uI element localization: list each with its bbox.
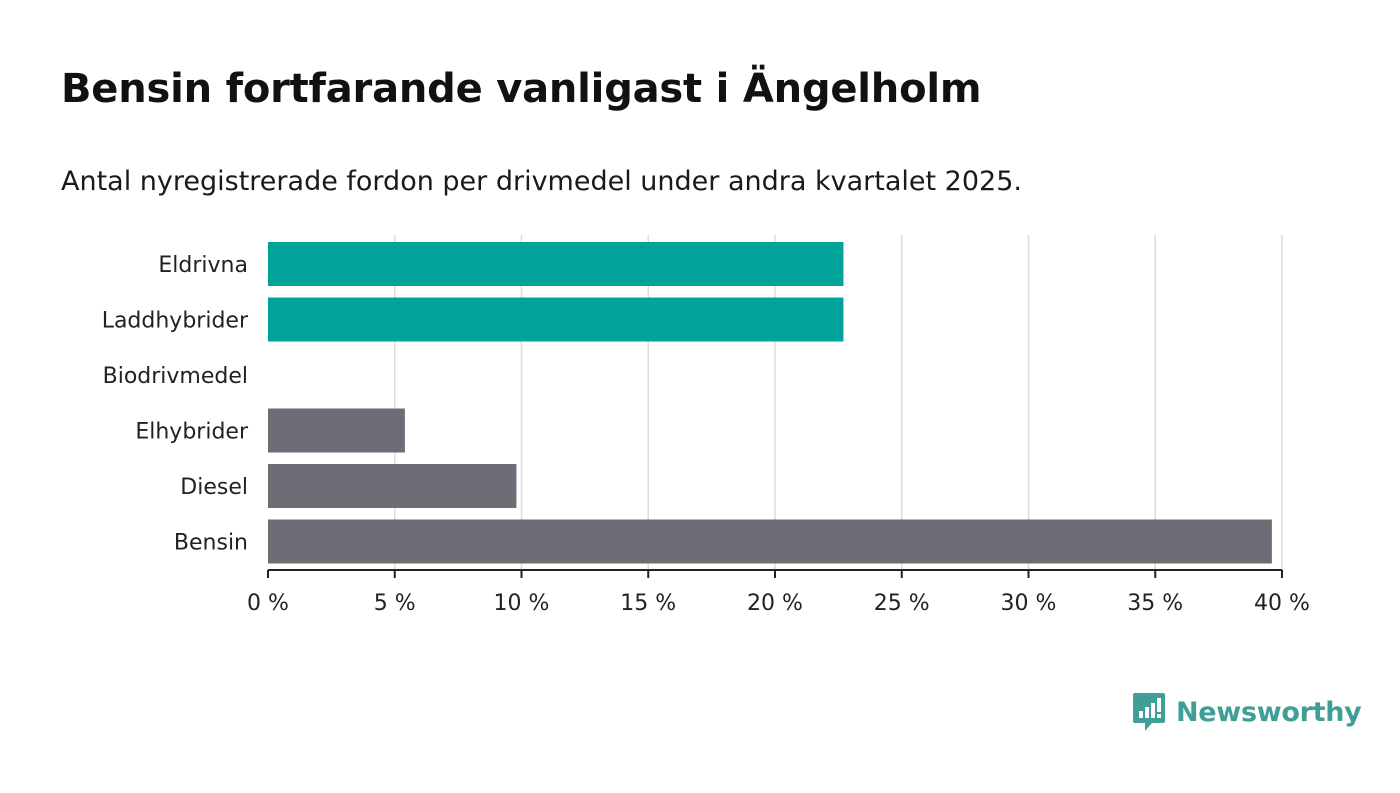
x-tick-label: 0 % [247, 591, 289, 616]
bar-diesel [268, 464, 517, 508]
x-tick-label: 10 % [494, 591, 550, 616]
bar-eldrivna [268, 242, 844, 286]
x-tick-label: 40 % [1254, 591, 1310, 616]
category-label: Elhybrider [135, 420, 249, 445]
bar-laddhybrider [268, 297, 844, 342]
bars [268, 242, 1272, 564]
bar-bensin [268, 519, 1272, 564]
x-tick-label: 20 % [747, 591, 803, 616]
newsworthy-logo: Newsworthy [1132, 692, 1362, 732]
category-labels: Eldrivna Laddhybrider Biodrivmedel Elhybrid… [102, 253, 249, 556]
chart-subtitle: Antal nyregistrerade fordon per drivmede… [61, 166, 1022, 197]
chart-title: Bensin fortfarande vanligast i Ängelholm [61, 66, 982, 112]
category-label: Bensin [174, 531, 248, 556]
category-label: Diesel [180, 475, 248, 500]
bar-chart-speech-bubble-icon [1133, 693, 1165, 731]
x-tick-label: 5 % [374, 591, 416, 616]
category-label: Eldrivna [158, 253, 248, 278]
x-tick-label: 25 % [874, 591, 930, 616]
category-label: Laddhybrider [102, 309, 249, 334]
grid-lines [394, 235, 1283, 570]
bar-elhybrider [268, 408, 405, 453]
logo-text: Newsworthy [1176, 696, 1362, 728]
x-tick-label: 35 % [1127, 591, 1183, 616]
x-tick-label: 30 % [1001, 591, 1057, 616]
category-label: Biodrivmedel [103, 364, 248, 389]
x-axis: 0 % 5 % 10 % 15 % 20 % 25 % 30 % 35 % 40 % [247, 569, 1310, 616]
x-tick-label: 15 % [620, 591, 676, 616]
